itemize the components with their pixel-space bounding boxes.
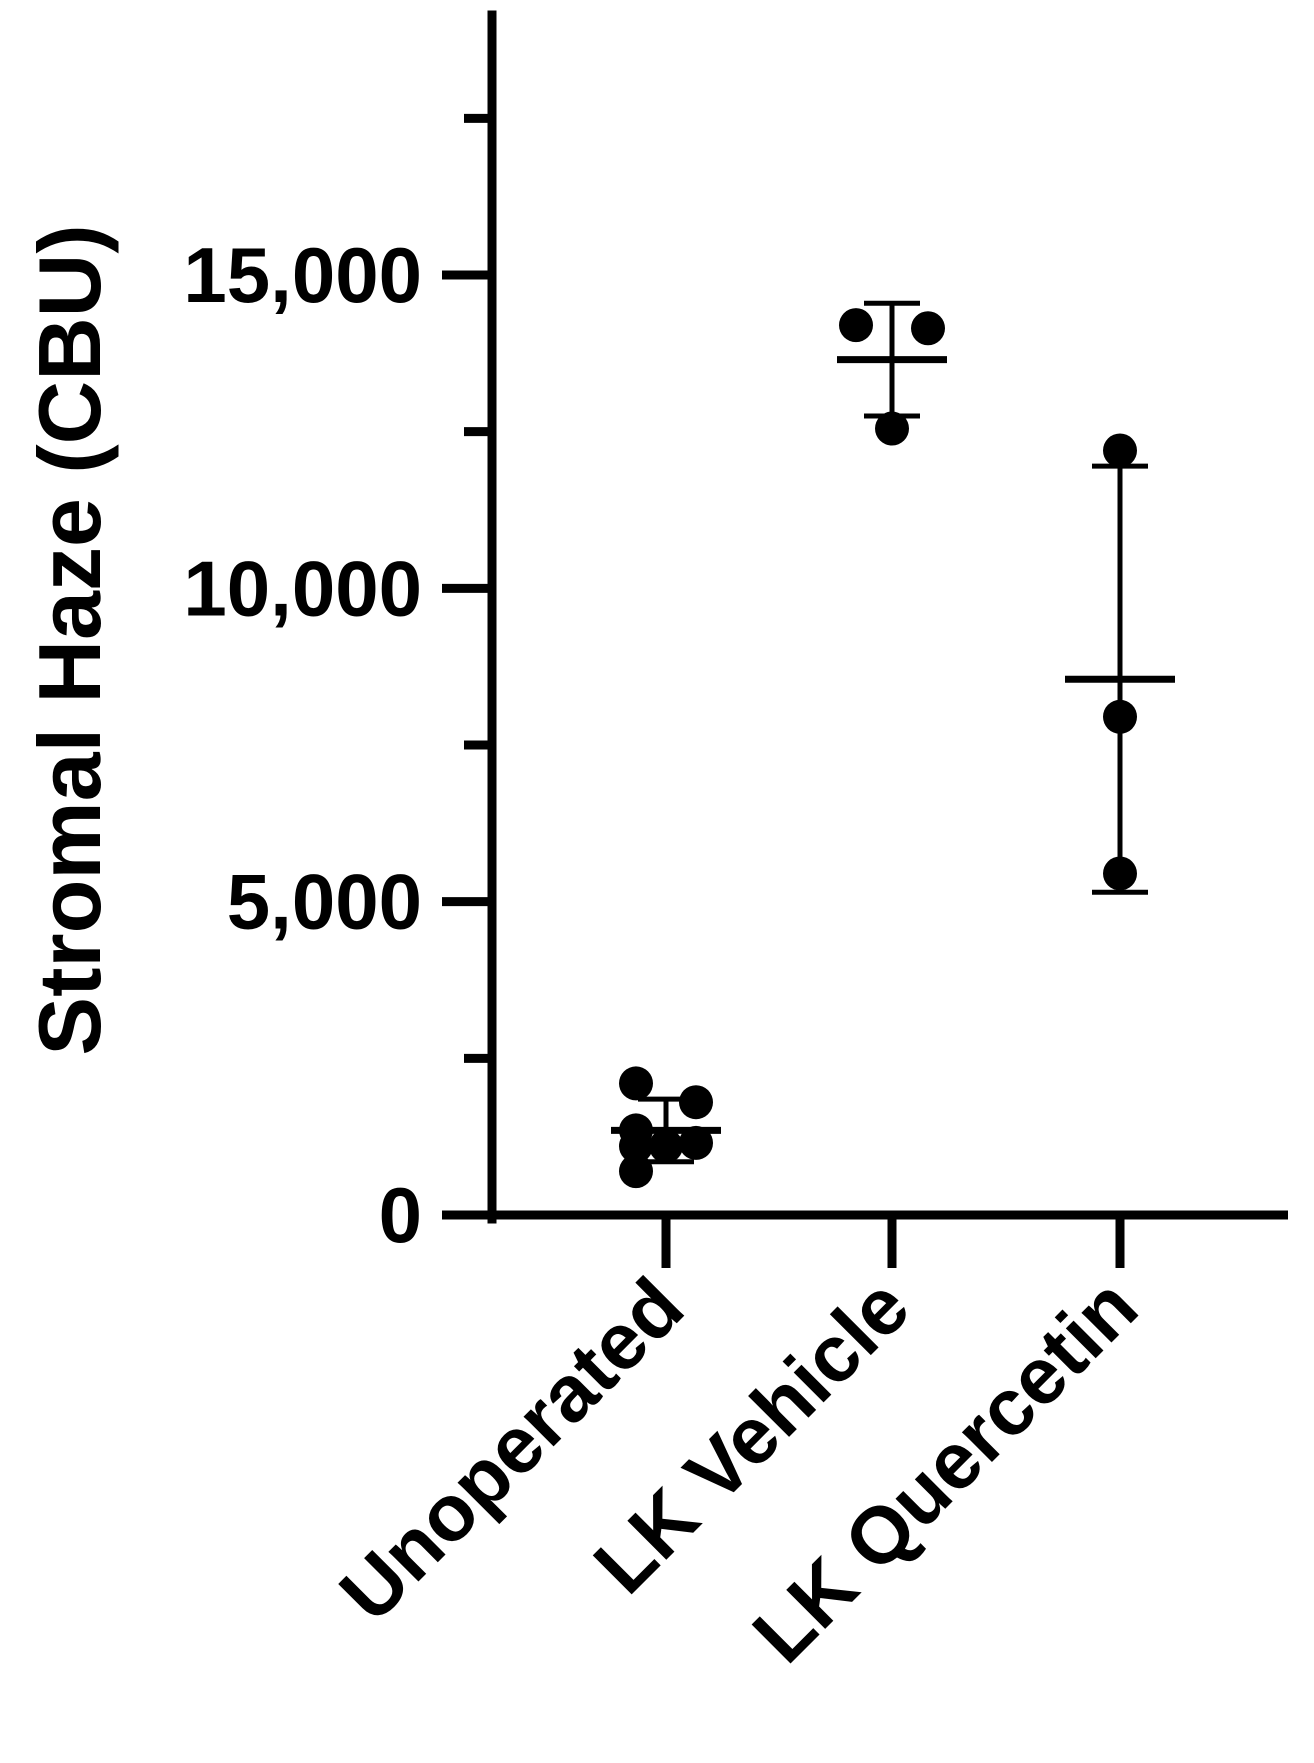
y-tick-label: 0 [379, 1171, 422, 1259]
data-point [679, 1125, 713, 1160]
data-point [911, 311, 945, 346]
series-lk-quercetin [1065, 433, 1175, 895]
data-point [839, 308, 873, 343]
data-point [679, 1085, 713, 1120]
data-point [619, 1129, 653, 1164]
y-tick-label: 15,000 [183, 231, 422, 319]
series-unoperated [611, 1066, 721, 1189]
data-point [875, 411, 909, 446]
data-point [619, 1154, 653, 1189]
y-tick-label: 10,000 [183, 544, 422, 632]
series-lk-vehicle [837, 300, 947, 446]
x-tick-label: LK Quercetin [736, 1261, 1154, 1679]
y-axis: 0 5,000 10,000 15,000 [183, 10, 497, 1259]
data-point [649, 1129, 683, 1164]
data-point [1103, 699, 1137, 734]
data-point [1103, 433, 1137, 468]
y-axis-label: Stromal Haze (CBU) [20, 224, 119, 1055]
y-tick-label: 5,000 [227, 858, 422, 946]
data-point [619, 1066, 653, 1101]
series [611, 300, 1175, 1189]
data-point [1103, 856, 1137, 891]
